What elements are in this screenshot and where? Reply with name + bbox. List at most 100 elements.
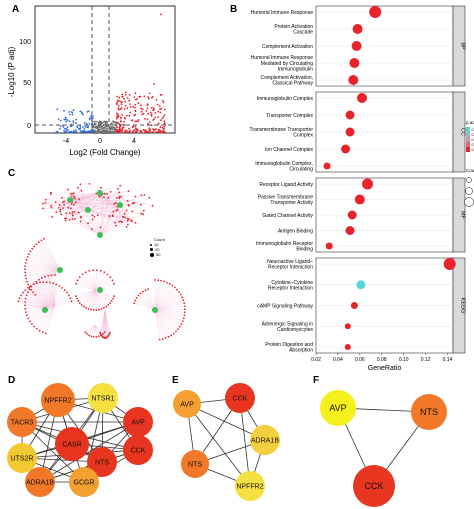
colorbar-segment: [466, 142, 470, 147]
up-point: [152, 109, 155, 112]
up-point: [148, 127, 151, 130]
gene-node: [103, 307, 105, 309]
ppi-node-casr: CASR: [55, 427, 89, 461]
gene-node: [62, 201, 64, 203]
up-point: [152, 119, 155, 121]
ppi-node-circle: [7, 407, 37, 437]
down-point: [75, 118, 77, 121]
gene-node: [37, 241, 40, 244]
down-point: [75, 130, 78, 133]
gene-node: [183, 314, 186, 317]
gene-node: [127, 190, 130, 192]
x-tick-label: 0.04: [333, 357, 343, 363]
gene-node: [88, 183, 91, 185]
network-edge: [99, 197, 150, 236]
gene-node: [77, 186, 79, 189]
term-dot: [354, 194, 365, 205]
up-point: [129, 106, 132, 108]
up-point: [154, 112, 157, 114]
network-edge: [28, 253, 61, 271]
up-point: [142, 112, 145, 115]
gene-node: [84, 331, 87, 333]
up-point: [152, 128, 154, 131]
down-point: [72, 121, 75, 124]
gene-node: [107, 196, 110, 199]
term-label: Antigen Binding: [278, 228, 313, 234]
network-edge: [51, 207, 101, 236]
network-edge: [99, 214, 144, 236]
up-point: [147, 96, 150, 99]
gene-node: [184, 311, 186, 314]
gene-node: [32, 291, 34, 294]
up-point: [162, 128, 165, 131]
up-point: [126, 97, 129, 99]
hub-node: [67, 197, 73, 203]
network-edge: [142, 291, 156, 311]
hub-node: [97, 232, 103, 238]
gene-node: [60, 213, 62, 216]
gene-node: [142, 209, 145, 212]
up-point: [123, 120, 125, 123]
gene-node: [70, 192, 72, 195]
term-dot: [341, 144, 351, 154]
gene-node: [115, 197, 118, 199]
down-point: [72, 120, 75, 122]
term-dot: [352, 24, 363, 34]
network-edge: [86, 324, 96, 335]
network-edge: [145, 290, 156, 311]
gene-node: [75, 282, 77, 285]
gene-node: [125, 226, 128, 228]
down-point: [86, 131, 88, 134]
network-edge: [154, 291, 180, 311]
ns-point: [97, 121, 100, 124]
gene-node: [144, 289, 147, 292]
gene-node: [103, 331, 106, 333]
up-point: [120, 116, 122, 119]
gene-node: [38, 278, 40, 281]
gene-node: [160, 279, 163, 282]
network-edge: [28, 304, 56, 319]
up-point: [131, 131, 134, 134]
network-edge: [39, 282, 46, 311]
ppi-node-nts: NTS: [411, 394, 447, 430]
gene-node: [58, 204, 61, 207]
gene-node: [163, 280, 166, 283]
down-point: [71, 113, 74, 116]
network-edge: [134, 303, 156, 311]
network-edge: [69, 199, 117, 211]
network-edge: [69, 185, 121, 201]
network-edge: [36, 283, 46, 311]
gene-node: [177, 328, 180, 331]
gene-node: [82, 305, 85, 308]
up-point: [150, 114, 153, 117]
term-dot: [443, 258, 456, 270]
ppi-node-label: NPFFR2: [236, 483, 263, 490]
volcano-y-label: -Log10 (P adj): [7, 46, 16, 97]
network-edge: [36, 244, 61, 271]
up-point: [133, 96, 136, 98]
network-edge: [44, 282, 47, 311]
network-edge: [29, 304, 56, 322]
gene-node: [24, 289, 27, 291]
network-edge: [138, 295, 156, 311]
down-point: [59, 127, 61, 130]
legend-item-30: 30: [156, 252, 161, 257]
gene-node: [68, 219, 71, 221]
gene-node: [134, 299, 137, 302]
gene-node: [117, 188, 119, 190]
term-label: Protein Activation: [274, 24, 313, 30]
ppi-node-label: NTS: [95, 459, 109, 466]
network-edge: [154, 309, 160, 340]
y-tick-50: 50: [23, 80, 31, 87]
gene-node: [91, 218, 94, 221]
up-point: [163, 114, 166, 116]
gene-node: [126, 220, 129, 222]
term-label: Transporter Complex: [266, 113, 313, 119]
up-point: [120, 103, 123, 106]
gene-node: [67, 206, 70, 209]
down-point: [66, 128, 69, 131]
down-point: [84, 125, 87, 128]
term-dot: [344, 344, 351, 350]
term-label: Mediated by Circulating: [261, 61, 313, 67]
